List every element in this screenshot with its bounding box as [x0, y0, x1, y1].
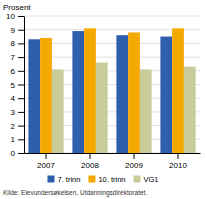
x-tick-mark	[46, 153, 47, 159]
y-tick: 7	[11, 53, 24, 62]
bar	[84, 28, 96, 153]
x-tick-label: 2009	[125, 161, 143, 170]
legend-item: 10. trinn	[88, 175, 125, 184]
y-tick-mark	[18, 57, 24, 58]
y-tick-label: 3	[11, 108, 16, 117]
legend: 7. trinn 10. trinn VG1	[47, 175, 158, 184]
bar-series	[52, 63, 196, 153]
grid	[24, 16, 200, 153]
legend-label: 7. trinn	[57, 175, 80, 184]
x-axis-line	[25, 153, 201, 154]
y-tick-label: 9	[11, 26, 16, 35]
x-tick: 2009	[125, 153, 143, 170]
y-tick: 4	[11, 94, 24, 103]
y-tick-mark	[18, 16, 24, 17]
y-tick: 0	[11, 149, 24, 158]
x-tick-label: 2010	[169, 161, 187, 170]
y-tick-label: 8	[11, 39, 16, 48]
y-tick-mark	[18, 98, 24, 99]
y-tick: 6	[11, 67, 24, 76]
y-tick-mark	[18, 85, 24, 86]
x-tick: 2010	[169, 153, 187, 170]
bar	[116, 35, 128, 153]
x-tick-mark	[178, 153, 179, 159]
x-tick: 2008	[81, 153, 99, 170]
bar	[184, 67, 196, 153]
legend-item: VG1	[134, 175, 159, 184]
x-tick-mark	[134, 153, 135, 159]
y-tick-label: 7	[11, 53, 16, 62]
bar	[72, 31, 84, 153]
bar-series	[28, 31, 172, 153]
bar	[52, 69, 64, 153]
grid-line	[24, 16, 200, 17]
y-tick-label: 2	[11, 122, 16, 131]
y-label: Prosent	[3, 3, 31, 12]
y-tick: 2	[11, 122, 24, 131]
y-tick: 5	[11, 81, 24, 90]
source-note: Kilde: Elevundersøkelsen, Utdanningsdire…	[3, 189, 147, 197]
y-tick-label: 10	[6, 12, 15, 21]
y-tick-mark	[18, 30, 24, 31]
bar	[172, 28, 184, 153]
x-tick-label: 2007	[37, 161, 55, 170]
y-axis-line	[24, 17, 25, 154]
y-tick-mark	[18, 71, 24, 72]
legend-item: 7. trinn	[47, 175, 80, 184]
y-axis: 0 1 2 3 4 5 6 7 8 9 10	[6, 12, 24, 158]
y-tick: 9	[11, 26, 24, 35]
y-tick-label: 4	[11, 94, 16, 103]
chart: 0 1 2 3 4 5 6 7 8 9 10 2007 2008 2009 2010 Prosent 7. tr…	[0, 0, 206, 199]
bar	[28, 39, 40, 153]
x-tick-mark	[90, 153, 91, 159]
bar-series	[40, 28, 184, 153]
y-tick: 8	[11, 39, 24, 48]
bar	[40, 38, 52, 153]
y-tick-label: 6	[11, 67, 16, 76]
y-tick-label: 0	[11, 149, 16, 158]
bar	[160, 37, 172, 153]
y-tick-mark	[18, 153, 24, 154]
y-tick: 10	[6, 12, 24, 21]
bar	[140, 69, 152, 153]
legend-swatch	[134, 176, 141, 183]
legend-label: 10. trinn	[98, 175, 125, 184]
y-tick-label: 5	[11, 81, 16, 90]
y-tick-mark	[18, 43, 24, 44]
y-tick-mark	[18, 139, 24, 140]
legend-swatch	[88, 176, 95, 183]
x-tick: 2007	[37, 153, 55, 170]
x-tick-label: 2008	[81, 161, 99, 170]
bars	[28, 28, 195, 153]
legend-label: VG1	[144, 175, 159, 184]
bar	[128, 32, 140, 153]
y-tick: 3	[11, 108, 24, 117]
x-axis: 2007 2008 2009 2010	[25, 153, 201, 170]
legend-swatch	[47, 176, 54, 183]
y-tick-mark	[18, 112, 24, 113]
y-tick: 1	[11, 135, 24, 144]
y-tick-label: 1	[11, 135, 16, 144]
y-tick-mark	[18, 126, 24, 127]
bar	[96, 63, 108, 153]
